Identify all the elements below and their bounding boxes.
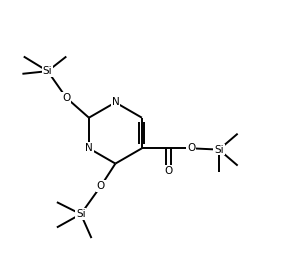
- Text: O: O: [97, 181, 105, 191]
- Text: Si: Si: [76, 209, 86, 219]
- Text: O: O: [62, 93, 70, 103]
- Text: Si: Si: [43, 66, 53, 76]
- Text: O: O: [164, 166, 173, 176]
- Text: Si: Si: [214, 145, 224, 155]
- Text: O: O: [187, 143, 195, 153]
- Text: N: N: [85, 143, 93, 153]
- Text: N: N: [112, 97, 119, 107]
